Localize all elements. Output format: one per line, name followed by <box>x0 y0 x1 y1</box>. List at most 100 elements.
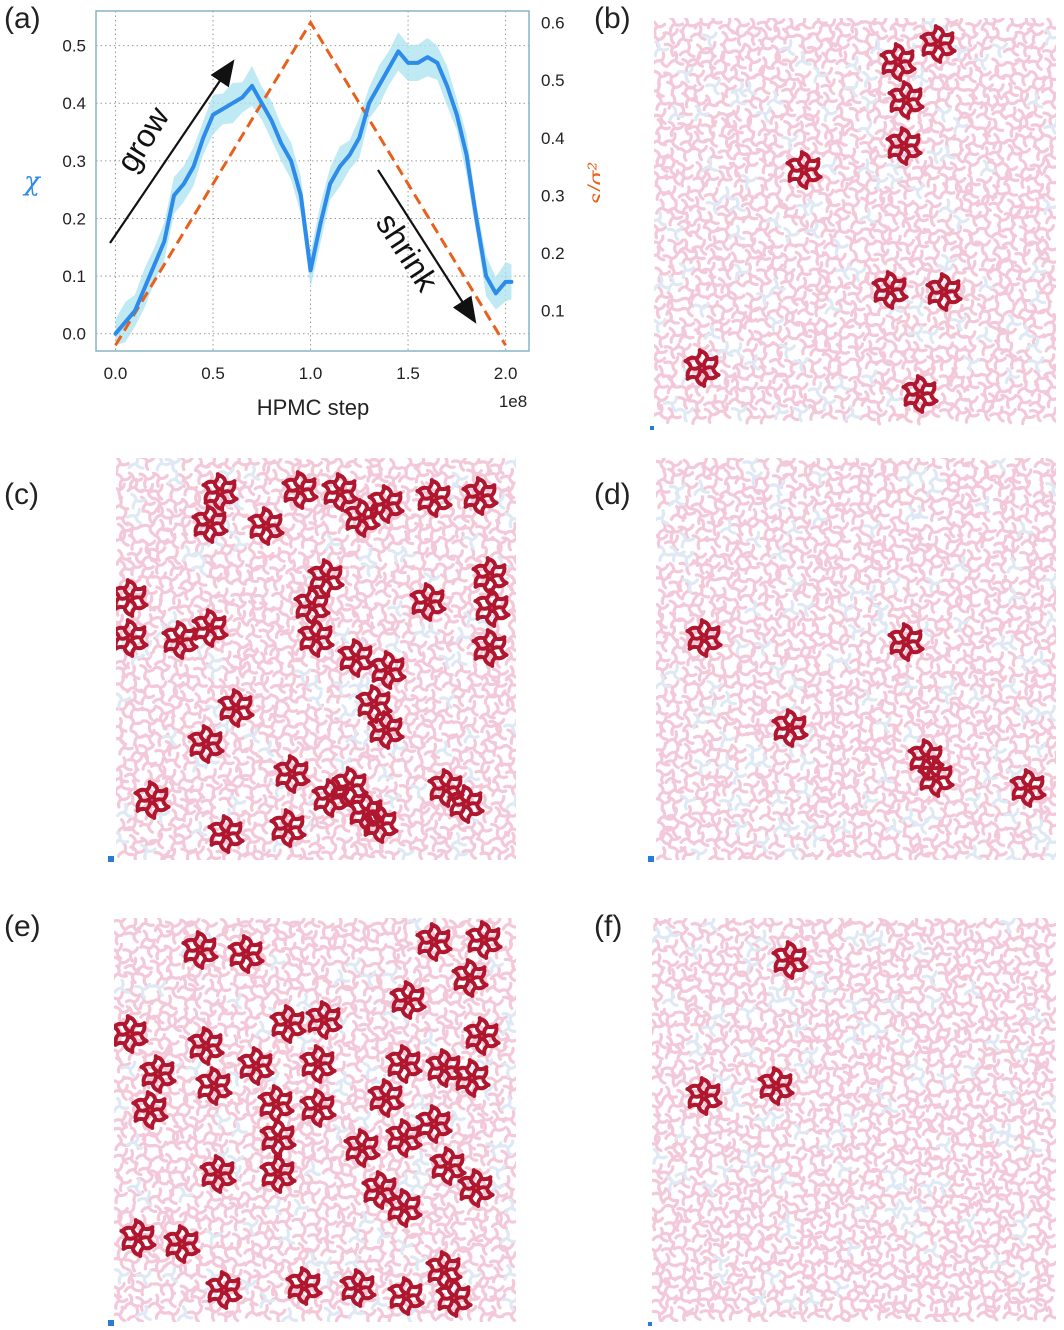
particle-cluster <box>205 1270 243 1310</box>
particle-cluster <box>453 1058 491 1098</box>
particle-cluster <box>305 1000 343 1040</box>
particle-cluster <box>409 582 447 622</box>
particle-cluster <box>199 1154 237 1194</box>
particle-cluster <box>181 930 219 970</box>
snapshot-corner-marker <box>648 856 654 862</box>
y-left-tick-label: 0.1 <box>62 267 86 286</box>
y-left-tick-label: 0.3 <box>62 152 86 171</box>
snapshot-corner-marker <box>108 856 114 862</box>
y-left-tick-label: 0.0 <box>62 325 86 344</box>
particle-cluster <box>471 556 509 596</box>
y-left-tick-label: 0.4 <box>62 94 86 113</box>
particle-cluster <box>299 1088 337 1128</box>
particle-cluster <box>367 1078 405 1118</box>
x-tick-label: 1.5 <box>396 364 420 383</box>
panel-label-c: (c) <box>4 478 39 511</box>
x-axis-label: HPMC step <box>257 395 369 420</box>
chi-uncertainty-band <box>115 32 512 346</box>
particle-cluster <box>415 478 453 518</box>
particle-cluster <box>369 650 407 690</box>
grow-annotation: grow <box>109 99 177 178</box>
panel-label-d: (d) <box>594 478 631 511</box>
particle-cluster <box>451 958 489 998</box>
particle-field <box>654 18 1056 426</box>
snapshot-d <box>656 458 1056 860</box>
particle-cluster <box>885 126 923 166</box>
plot-frame <box>95 10 530 352</box>
x-tick-label: 1.0 <box>299 364 323 383</box>
particle-cluster <box>273 754 311 794</box>
particle-cluster <box>119 1218 157 1258</box>
particle-cluster <box>457 1168 495 1208</box>
particle-cluster <box>785 150 823 190</box>
particle-cluster <box>473 588 511 628</box>
particle-field <box>652 918 1056 1322</box>
y-right-axis-label: s/σ² <box>585 162 600 205</box>
particle-cluster <box>269 1004 307 1044</box>
x-tick-label: 0.5 <box>201 364 225 383</box>
shrink-annotation: shrink <box>369 206 446 298</box>
particle-cluster <box>415 922 453 962</box>
background-particles <box>656 458 1056 860</box>
background-particles <box>652 918 1056 1322</box>
y-right-tick-label: 0.1 <box>541 302 565 321</box>
y-right-tick-label: 0.2 <box>541 244 565 263</box>
particle-cluster <box>683 348 721 388</box>
particle-cluster <box>887 622 925 662</box>
particle-cluster <box>389 980 427 1020</box>
particle-cluster <box>131 1090 169 1130</box>
particle-cluster <box>237 1046 275 1086</box>
particle-cluster <box>299 1044 337 1084</box>
particle-cluster <box>919 24 957 64</box>
particle-cluster <box>435 1278 473 1318</box>
particle-cluster <box>471 628 509 668</box>
particle-cluster <box>461 476 499 516</box>
particle-cluster <box>355 684 393 724</box>
particle-cluster <box>331 766 369 806</box>
particle-cluster <box>116 618 149 658</box>
chart-ticks: 0.0 0.5 1.0 1.5 2.0 0.0 0.1 0.2 0.3 0.4 0.5 0.1 0.2 0… <box>62 14 564 383</box>
particle-field-faint <box>652 918 1056 1311</box>
particle-cluster <box>259 1118 297 1158</box>
snapshot-e <box>114 918 516 1322</box>
y-left-tick-label: 0.5 <box>62 37 86 56</box>
particle-cluster <box>187 724 225 764</box>
particle-cluster <box>217 688 255 728</box>
particle-cluster <box>447 784 485 824</box>
particle-cluster <box>685 618 723 658</box>
shrink-arrow <box>377 169 477 324</box>
panel-label-e: (e) <box>4 910 41 943</box>
y-right-tick-label: 0.6 <box>541 14 565 33</box>
particle-cluster <box>114 1014 149 1054</box>
snapshot-corner-marker <box>650 426 654 430</box>
particle-cluster <box>465 920 503 960</box>
particle-cluster <box>191 504 229 544</box>
particle-cluster <box>337 638 375 678</box>
particle-cluster <box>361 1170 399 1210</box>
particle-cluster <box>385 1188 423 1228</box>
particle-cluster <box>771 708 809 748</box>
x-tick-label: 0.0 <box>104 364 128 383</box>
particle-cluster <box>887 80 925 120</box>
grow-arrow <box>109 59 235 244</box>
particle-cluster <box>163 1224 201 1264</box>
chi-line <box>113 49 514 336</box>
particle-cluster <box>293 586 331 626</box>
particle-cluster <box>685 1076 723 1116</box>
particle-cluster <box>227 934 265 974</box>
particle-cluster <box>297 618 335 658</box>
particle-cluster <box>415 1104 453 1144</box>
particle-cluster <box>191 608 229 648</box>
particle-cluster <box>385 1044 423 1084</box>
particle-cluster <box>871 270 909 310</box>
chart-grid <box>96 11 529 351</box>
particle-cluster <box>247 506 285 546</box>
particle-cluster <box>367 710 405 750</box>
particle-cluster <box>281 470 319 510</box>
particle-cluster <box>257 1084 295 1124</box>
snapshot-b <box>654 18 1056 426</box>
particle-cluster <box>201 472 239 512</box>
panel-label-a: (a) <box>4 2 41 35</box>
particle-cluster <box>343 1128 381 1168</box>
particle-cluster <box>463 1016 501 1056</box>
